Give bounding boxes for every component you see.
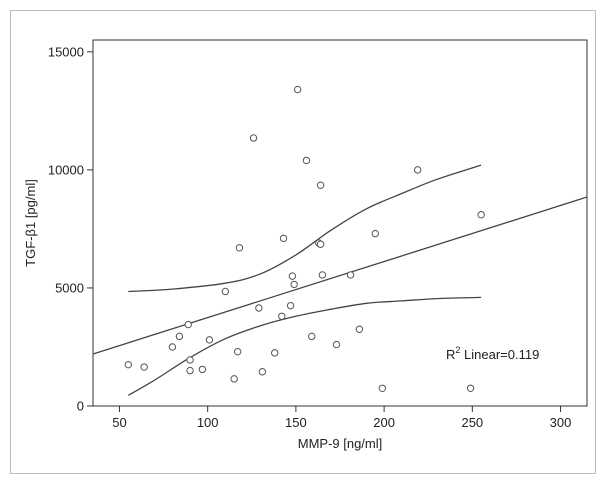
data-point xyxy=(222,288,228,294)
data-point xyxy=(176,333,182,339)
annotation-r: R xyxy=(446,347,455,362)
data-point xyxy=(234,348,240,354)
x-axis-label: MMP-9 [ng/ml] xyxy=(298,436,383,451)
confidence-band-upper xyxy=(128,165,481,291)
data-point xyxy=(185,321,191,327)
data-point xyxy=(199,366,205,372)
confidence-band-lower xyxy=(128,297,481,395)
data-point xyxy=(169,344,175,350)
data-point xyxy=(291,281,297,287)
scatter-chart: 0 5000 10000 15000 50 100 150 200 250 300 TGF-β1… xyxy=(11,11,597,475)
data-point xyxy=(309,333,315,339)
y-tick-label: 10000 xyxy=(48,162,84,177)
data-point xyxy=(317,182,323,188)
data-point xyxy=(414,167,420,173)
r-squared-annotation: R2 Linear=0.119 xyxy=(446,345,539,362)
y-tick-label: 5000 xyxy=(55,280,84,295)
data-point xyxy=(259,369,265,375)
data-point xyxy=(256,305,262,311)
data-point xyxy=(231,376,237,382)
x-tick-label: 50 xyxy=(112,415,126,430)
data-point xyxy=(379,385,385,391)
x-tick-label: 100 xyxy=(197,415,219,430)
data-point xyxy=(280,235,286,241)
data-point xyxy=(236,245,242,251)
x-tick-label: 200 xyxy=(373,415,395,430)
data-point xyxy=(333,341,339,347)
data-point xyxy=(187,367,193,373)
data-point xyxy=(206,337,212,343)
data-point xyxy=(317,241,323,247)
y-tick-label: 15000 xyxy=(48,44,84,59)
x-tick-label: 300 xyxy=(550,415,572,430)
data-point xyxy=(250,135,256,141)
chart-frame: 0 5000 10000 15000 50 100 150 200 250 300 TGF-β1… xyxy=(10,10,596,474)
y-tick-label: 0 xyxy=(77,399,84,414)
x-tick-label: 150 xyxy=(285,415,307,430)
data-points xyxy=(125,86,484,391)
data-point xyxy=(141,364,147,370)
data-point xyxy=(478,212,484,218)
y-axis-ticks: 0 5000 10000 15000 xyxy=(48,44,93,413)
data-point xyxy=(287,302,293,308)
data-point xyxy=(272,350,278,356)
x-tick-label: 250 xyxy=(461,415,483,430)
data-point xyxy=(303,157,309,163)
data-point xyxy=(356,326,362,332)
y-axis-label: TGF-β1 [pg/ml] xyxy=(23,179,38,267)
annotation-linear-value: Linear=0.119 xyxy=(460,347,539,362)
data-point xyxy=(467,385,473,391)
data-point xyxy=(294,86,300,92)
data-point xyxy=(125,361,131,367)
data-point xyxy=(372,230,378,236)
regression-fit-line xyxy=(93,197,587,354)
data-point xyxy=(347,272,353,278)
data-point xyxy=(289,273,295,279)
data-point xyxy=(187,357,193,363)
data-point xyxy=(279,313,285,319)
x-axis-ticks: 50 100 150 200 250 300 xyxy=(112,406,571,430)
data-point xyxy=(319,272,325,278)
